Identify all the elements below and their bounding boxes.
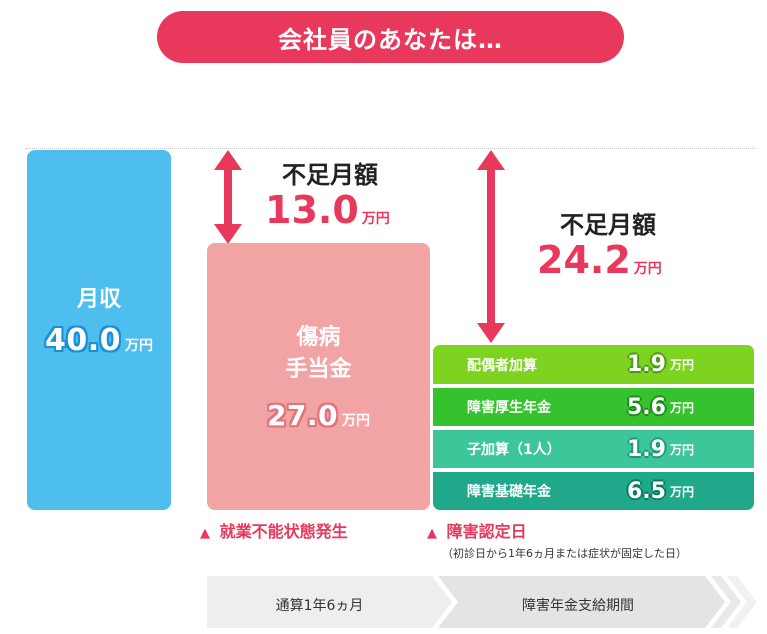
pension-item-value: 1.9 (627, 352, 666, 377)
sickness-allowance-bar: 傷病 手当金 27.0 万円 (207, 243, 430, 510)
pension-item-unit: 万円 (669, 442, 694, 457)
pension-item-value: 6.5 (627, 478, 666, 504)
triangle-up-icon: ▲ (200, 526, 210, 541)
timeline-bar (207, 576, 757, 628)
income-amount: 40.0 万円 (45, 323, 153, 358)
pension-item-child: 子加算（1人） 1.9 万円 (433, 430, 754, 468)
income-value: 40.0 (44, 322, 122, 358)
sickness-label-line1: 傷病 (296, 325, 341, 350)
event-disability-start: ▲ 就業不能状態発生 (200, 518, 348, 542)
pension-item-spouse: 配偶者加算 1.9 万円 (433, 345, 754, 384)
shortfall-1-value: 13.0 (265, 188, 359, 232)
event-disability-start-label: 就業不能状態発生 (219, 522, 348, 541)
pension-item-name: 子加算（1人） (467, 442, 561, 458)
timeline-period-2: 障害年金支給期間 (522, 598, 634, 614)
pension-item-name: 障害基礎年金 (467, 484, 551, 500)
shortfall-2-unit: 万円 (633, 261, 662, 277)
sickness-label-line2: 手当金 (285, 357, 352, 382)
pension-item-unit: 万円 (669, 358, 694, 372)
reference-line (25, 148, 755, 149)
pension-item-value: 1.9 (627, 436, 666, 462)
timeline-period-1: 通算1年6ヵ月 (275, 598, 364, 614)
sickness-amount: 27.0 万円 (267, 399, 370, 432)
shortfall-1-amount: 13.0 万円 (265, 188, 405, 232)
sickness-unit: 万円 (342, 413, 371, 429)
shortfall-1-label: 不足月額 (282, 161, 378, 189)
income-unit: 万円 (125, 337, 154, 354)
shortfall-1-unit: 万円 (361, 211, 390, 227)
event-certification-note: （初診日から1年6ヵ月または症状が固定した日） (442, 547, 687, 560)
shortfall-2-label: 不足月額 (560, 211, 656, 239)
triangle-up-icon: ▲ (427, 526, 437, 541)
shortfall-2-arrow-icon (477, 150, 505, 343)
income-bar: 月収 40.0 万円 (27, 150, 171, 510)
event-certification-date: ▲ 障害認定日 (427, 518, 527, 542)
pension-item-name: 障害厚生年金 (467, 400, 551, 416)
sickness-value: 27.0 (266, 399, 339, 432)
event-certification-date-label: 障害認定日 (446, 522, 527, 541)
pension-item-unit: 万円 (669, 400, 694, 415)
pension-item-employee: 障害厚生年金 5.6 万円 (433, 388, 754, 426)
shortfall-2-amount: 24.2 万円 (537, 238, 687, 282)
shortfall-1-arrow-icon (214, 150, 242, 244)
pension-item-value: 5.6 (627, 394, 666, 420)
pension-item-basic: 障害基礎年金 6.5 万円 (433, 472, 754, 510)
income-label: 月収 (76, 286, 121, 312)
shortfall-2-value: 24.2 (537, 238, 631, 282)
pension-item-unit: 万円 (669, 484, 694, 499)
header-title: 会社員のあなたは… (157, 11, 624, 63)
pension-item-name: 配偶者加算 (467, 357, 537, 374)
